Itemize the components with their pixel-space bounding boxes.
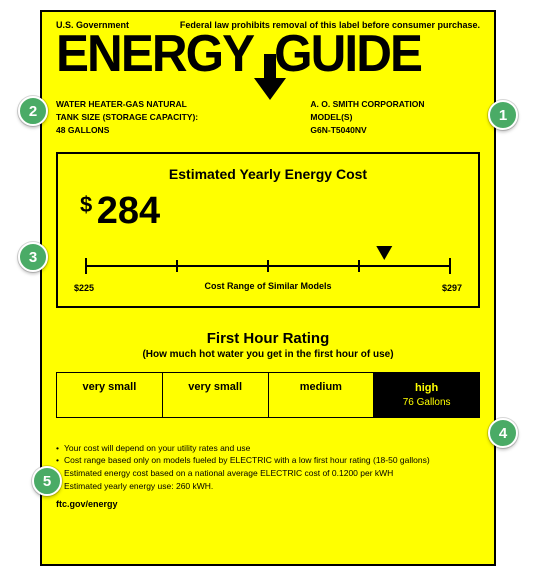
cost-title: Estimated Yearly Energy Cost [74, 166, 462, 182]
fhr-title: First Hour Rating [56, 330, 480, 347]
rating-gallons: 76 Gallons [376, 396, 477, 409]
manufacturer: A. O. SMITH CORPORATION [310, 98, 480, 111]
callout-badge-3: 3 [18, 242, 48, 272]
scale-max: $297 [442, 283, 462, 293]
down-arrow-icon [254, 54, 286, 100]
callout-badge-4: 4 [488, 418, 518, 448]
cost-amount: 284 [97, 190, 160, 232]
cost-value-line: $ 284 [80, 192, 462, 230]
scale-subtitle: Cost Range of Similar Models [74, 281, 462, 291]
rating-cell: very small [163, 373, 269, 416]
model-number: G6N-T5040NV [310, 124, 480, 137]
energy-guide-label: U.S. Government Federal law prohibits re… [40, 10, 496, 566]
callout-badge-5: 5 [32, 466, 62, 496]
currency-symbol: $ [80, 192, 92, 217]
footnote-item: Your cost will depend on your utility ra… [56, 442, 480, 455]
scale-min: $225 [74, 283, 94, 293]
rating-cell: very small [57, 373, 163, 416]
first-hour-rating: First Hour Rating (How much hot water yo… [56, 330, 480, 417]
logo-right: GUIDE [274, 25, 421, 83]
tank-size-label: TANK SIZE (STORAGE CAPACITY): [56, 111, 289, 124]
rating-table: very smallvery smallmediumhigh76 Gallons [56, 372, 480, 417]
footnote-item: Estimated energy cost based on a nationa… [56, 467, 480, 480]
tank-size-value: 48 GALLONS [56, 124, 289, 137]
footnote-item: Cost range based only on models fueled b… [56, 454, 480, 467]
rating-cell: medium [269, 373, 375, 416]
fhr-subtitle: (How much hot water you get in the first… [56, 349, 480, 360]
footnote-item: Estimated yearly energy use: 260 kWH. [56, 480, 480, 493]
cost-box: Estimated Yearly Energy Cost $ 284 $225 … [56, 152, 480, 308]
energyguide-logo: ENERGY GUIDE [56, 28, 480, 86]
callout-badge-1: 1 [488, 100, 518, 130]
product-right: A. O. SMITH CORPORATION MODEL(S) G6N-T50… [310, 98, 480, 136]
ftc-url: ftc.gov/energy [56, 499, 480, 509]
product-info: WATER HEATER-GAS NATURAL TANK SIZE (STOR… [56, 98, 480, 136]
models-label: MODEL(S) [310, 111, 480, 124]
rating-cell: high76 Gallons [374, 373, 479, 416]
logo-left: ENERGY [56, 25, 253, 83]
cost-scale: $225 $297 Cost Range of Similar Models [74, 236, 462, 292]
scale-svg [74, 236, 462, 280]
callout-badge-2: 2 [18, 96, 48, 126]
footnotes: Your cost will depend on your utility ra… [56, 442, 480, 493]
product-left: WATER HEATER-GAS NATURAL TANK SIZE (STOR… [56, 98, 289, 136]
